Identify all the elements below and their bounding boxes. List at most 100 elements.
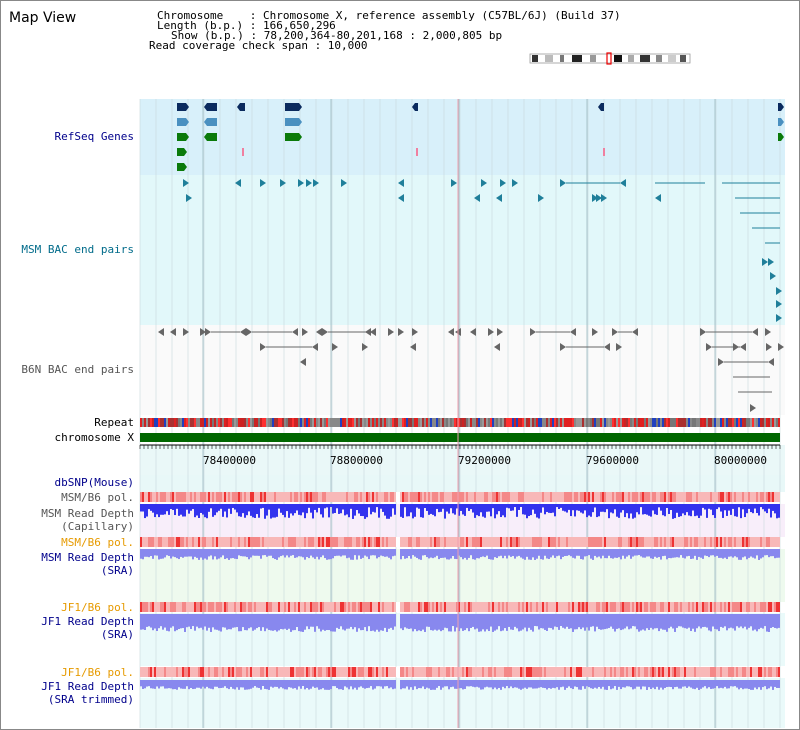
- track-label-msm-depth-capillary[interactable]: MSM Read Depth: [41, 507, 134, 520]
- polymorphism-cell: [252, 602, 254, 612]
- repeat-segment: [768, 418, 770, 427]
- read-depth-bar: [544, 614, 546, 630]
- polymorphism-cell: [566, 667, 568, 677]
- read-depth-bar: [562, 549, 564, 557]
- polymorphism-cell: [704, 667, 706, 677]
- polymorphism-cell: [752, 602, 754, 612]
- polymorphism-cell: [262, 667, 264, 677]
- read-depth-bar: [682, 614, 684, 628]
- bac-end-pair-left: [205, 328, 211, 336]
- polymorphism-cell: [186, 667, 188, 677]
- polymorphism-cell: [612, 537, 614, 547]
- read-depth-bar: [202, 549, 204, 560]
- polymorphism-cell: [462, 602, 464, 612]
- read-depth-bar: [284, 549, 286, 558]
- track-label-jf1-depth-trim[interactable]: JF1 Read Depth: [41, 680, 134, 693]
- repeat-segment: [268, 418, 270, 427]
- read-depth-bar: [726, 614, 728, 631]
- track-label-b6n-bac[interactable]: B6N BAC end pairs: [21, 363, 134, 376]
- read-depth-bar: [520, 504, 522, 508]
- polymorphism-cell: [266, 667, 268, 677]
- polymorphism-cell: [592, 602, 594, 612]
- track-label-jf1-depth-sra[interactable]: JF1 Read Depth: [41, 615, 134, 628]
- track-label-jf1-pol-1[interactable]: JF1/B6 pol.: [61, 601, 134, 614]
- polymorphism-cell: [268, 667, 270, 677]
- polymorphism-cell: [236, 602, 238, 612]
- read-depth-bar: [750, 680, 752, 690]
- read-depth-bar: [736, 614, 738, 627]
- polymorphism-cell: [666, 492, 668, 502]
- polymorphism-cell: [196, 492, 198, 502]
- read-depth-bar: [698, 504, 700, 519]
- read-depth-bar: [506, 680, 508, 687]
- track-label-msm-bac[interactable]: MSM BAC end pairs: [21, 243, 134, 256]
- track-label-chromosome[interactable]: chromosome X: [54, 431, 134, 444]
- read-depth-bar: [148, 504, 150, 510]
- track-label-dbsnp[interactable]: dbSNP(Mouse): [54, 476, 134, 489]
- polymorphism-cell: [462, 667, 464, 677]
- bac-end-pair-right: [604, 343, 610, 351]
- track-label-refseq[interactable]: RefSeq Genes: [54, 130, 134, 143]
- track-label-msm-depth-sra[interactable]: MSM Read Depth: [41, 551, 134, 564]
- read-depth-bar: [314, 680, 316, 688]
- read-depth-bar: [368, 680, 370, 688]
- read-depth-bar: [300, 614, 302, 632]
- track-label-msm-pol-2[interactable]: MSM/B6 pol.: [61, 536, 134, 549]
- read-depth-bar: [406, 614, 408, 629]
- track-label-repeat[interactable]: Repeat: [94, 416, 134, 429]
- polymorphism-cell: [402, 602, 404, 612]
- read-depth-bar: [712, 504, 714, 516]
- polymorphism-cell: [762, 667, 764, 677]
- repeat-segment: [460, 418, 462, 427]
- read-depth-bar: [244, 614, 246, 631]
- read-depth-bar: [312, 504, 314, 519]
- read-depth-bar: [230, 549, 232, 559]
- read-depth-bar: [618, 549, 620, 558]
- read-depth-bar: [316, 614, 318, 627]
- polymorphism-cell: [420, 492, 422, 502]
- polymorphism-cell: [734, 492, 736, 502]
- repeat-segment: [490, 418, 492, 427]
- polymorphism-cell: [616, 492, 618, 502]
- read-depth-bar: [560, 504, 562, 508]
- read-depth-bar: [282, 614, 284, 630]
- read-depth-bar: [608, 504, 610, 519]
- read-depth-bar: [318, 549, 320, 560]
- track-label-jf1-pol-2[interactable]: JF1/B6 pol.: [61, 666, 134, 679]
- read-depth-bar: [310, 680, 312, 689]
- polymorphism-cell: [478, 667, 480, 677]
- repeat-segment: [196, 418, 198, 427]
- polymorphism-cell: [710, 537, 712, 547]
- read-depth-bar: [330, 680, 332, 690]
- read-depth-bar: [674, 549, 676, 558]
- read-depth-bar: [768, 614, 770, 632]
- polymorphism-cell: [438, 537, 440, 547]
- read-depth-bar: [152, 680, 154, 689]
- polymorphism-cell: [696, 667, 698, 677]
- read-depth-bar: [710, 504, 712, 510]
- polymorphism-cell: [228, 667, 230, 677]
- repeat-segment: [436, 418, 438, 427]
- polymorphism-cell: [148, 537, 150, 547]
- read-depth-bar: [400, 680, 402, 690]
- polymorphism-cell: [634, 602, 636, 612]
- read-depth-bar: [458, 549, 460, 556]
- read-depth-bar: [298, 614, 300, 632]
- polymorphism-cell: [426, 537, 428, 547]
- polymorphism-cell: [480, 537, 482, 547]
- track-label-msm-pol-1[interactable]: MSM/B6 pol.: [61, 491, 134, 504]
- repeat-segment: [522, 418, 524, 427]
- repeat-segment: [178, 418, 180, 427]
- polymorphism-cell: [274, 602, 276, 612]
- polymorphism-cell: [242, 492, 244, 502]
- read-depth-bar: [514, 680, 516, 688]
- polymorphism-cell: [488, 667, 490, 677]
- read-depth-bar: [364, 549, 366, 556]
- polymorphism-cell: [378, 602, 380, 612]
- polymorphism-cell: [646, 602, 648, 612]
- read-depth-bar: [350, 614, 352, 627]
- read-depth-bar: [592, 680, 594, 689]
- polymorphism-cell: [726, 537, 728, 547]
- polymorphism-cell: [194, 667, 196, 677]
